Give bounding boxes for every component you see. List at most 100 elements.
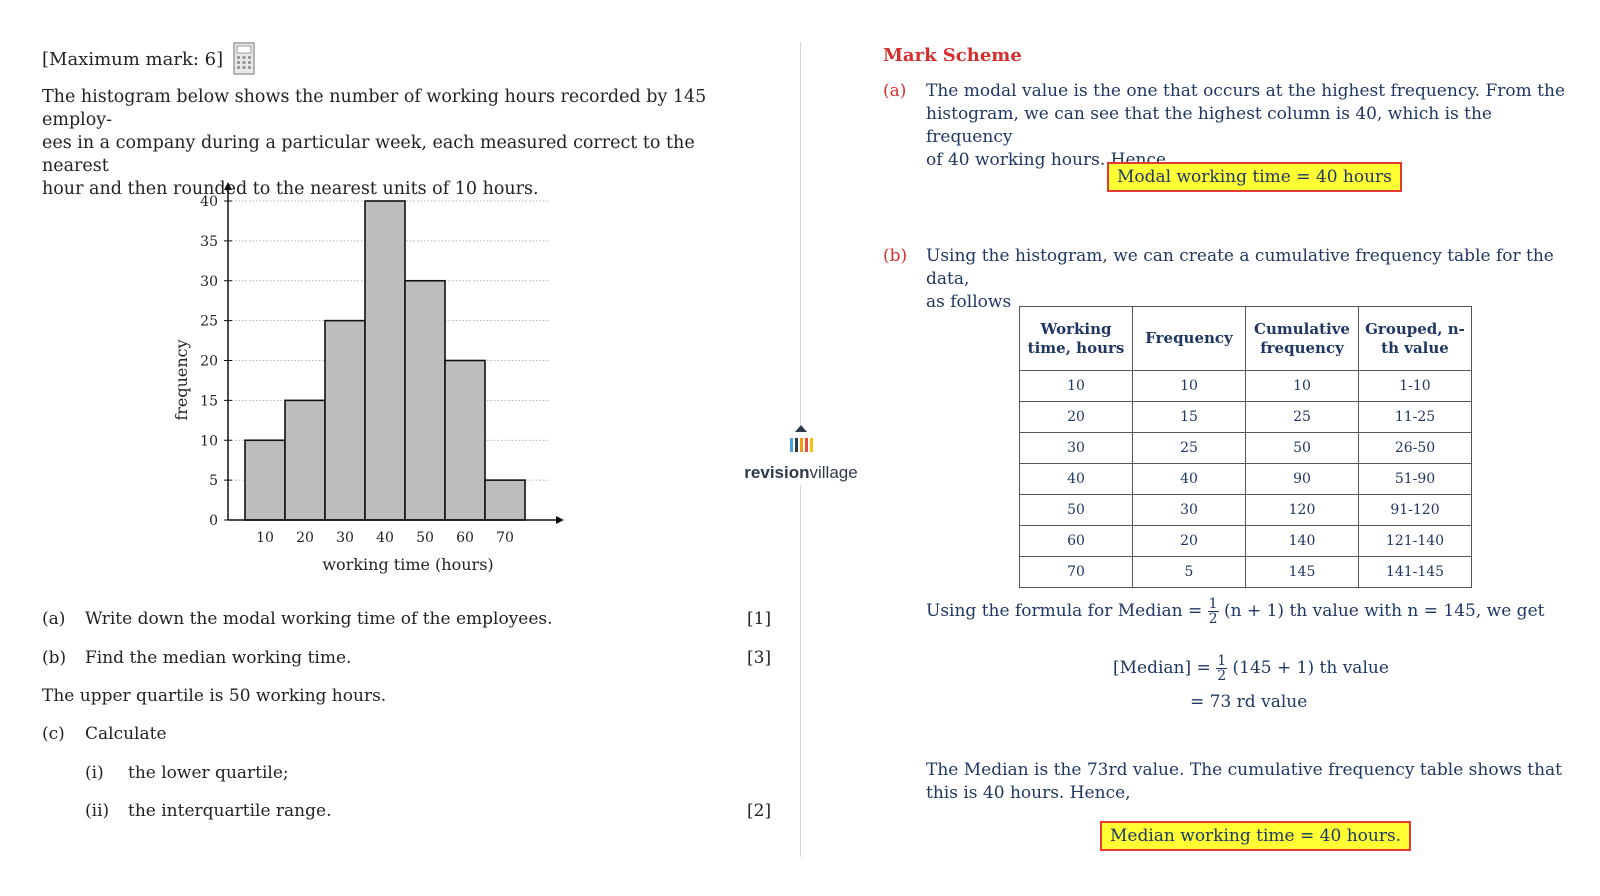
median-answer-box: Median working time = 40 hours. (1100, 821, 1412, 851)
table-cell: 20 (1019, 401, 1133, 433)
part-b-label: (b) (42, 648, 67, 668)
y-tick-label: 5 (209, 473, 218, 489)
y-tick-label: 0 (209, 513, 218, 529)
part-c-ii-label: (ii) (85, 801, 110, 821)
y-tick-label: 35 (200, 234, 218, 250)
table-cell: 40 (1132, 463, 1246, 495)
table-header: Cumulative frequency (1245, 306, 1359, 371)
table-cell: 90 (1245, 463, 1359, 495)
table-row: 50 30 120 91-120 (1019, 494, 1472, 526)
median-result: = 73 rd value (1190, 692, 1308, 712)
table-cell: 10 (1245, 370, 1359, 402)
part-c-text: Calculate (85, 724, 167, 744)
ms-part-a-label: (a) (883, 81, 907, 101)
part-c-label: (c) (42, 724, 65, 744)
table-header: Grouped, n-th value (1358, 306, 1472, 371)
table-cell: 60 (1019, 525, 1133, 557)
table-cell: 120 (1245, 494, 1359, 526)
table-cell: 50 (1019, 494, 1133, 526)
logo: revisionvillage (742, 425, 860, 485)
table-cell: 20 (1132, 525, 1246, 557)
table-cell: 121-140 (1358, 525, 1472, 557)
part-b-text: Find the median working time. (85, 648, 352, 668)
table-row: 10 10 10 1-10 (1019, 370, 1472, 402)
table-cell: 30 (1019, 432, 1133, 464)
y-tick-label: 40 (200, 194, 218, 210)
table-row: 70 5 145 141-145 (1019, 556, 1472, 588)
x-tick-label: 30 (336, 530, 354, 546)
y-tick-label: 30 (200, 274, 218, 290)
table-cell: 11-25 (1358, 401, 1472, 433)
x-tick-label: 70 (496, 530, 514, 546)
table-cell: 141-145 (1358, 556, 1472, 588)
upper-quartile-text: The upper quartile is 50 working hours. (42, 686, 387, 706)
cumulative-frequency-table: Working time, hours Frequency Cumulative… (1019, 306, 1472, 588)
median-conclusion: The Median is the 73rd value. The cumula… (926, 760, 1563, 803)
table-row: 20 15 25 11-25 (1019, 401, 1472, 433)
histogram-bar (444, 359, 486, 521)
y-axis-arrow (224, 182, 232, 190)
table-row: 40 40 90 51-90 (1019, 463, 1472, 495)
histogram-bar (364, 200, 406, 521)
histogram-bar (404, 279, 446, 521)
table-header: Working time, hours (1019, 306, 1133, 371)
mark-scheme-title: Mark Scheme (883, 45, 1022, 66)
part-c-i-label: (i) (85, 763, 104, 783)
table-cell: 145 (1245, 556, 1359, 588)
table-cell: 91-120 (1358, 494, 1472, 526)
part-c-marks: [2] (747, 801, 772, 821)
x-tick-label: 40 (376, 530, 394, 546)
calculator-icon (233, 42, 255, 75)
y-axis-label: frequency (172, 339, 191, 420)
y-tick-label: 20 (200, 354, 218, 370)
logo-text: revisionvillage (744, 463, 858, 482)
ms-part-b-label: (b) (883, 246, 908, 266)
x-tick-label: 50 (416, 530, 434, 546)
table-row: 30 25 50 26-50 (1019, 432, 1472, 464)
table-header-row: Working time, hours Frequency Cumulative… (1019, 306, 1472, 371)
histogram-bar (324, 319, 366, 521)
table-cell: 15 (1132, 401, 1246, 433)
modal-answer-box: Modal working time = 40 hours (1107, 162, 1402, 192)
question-intro: The histogram below shows the number of … (42, 87, 707, 199)
histogram-bar (484, 479, 526, 521)
table-cell: 70 (1019, 556, 1133, 588)
table-row: 60 20 140 121-140 (1019, 525, 1472, 557)
histogram-bar (244, 439, 286, 521)
y-tick-label: 25 (200, 314, 218, 330)
table-cell: 140 (1245, 525, 1359, 557)
part-b-marks: [3] (747, 648, 772, 668)
part-a-label: (a) (42, 609, 66, 629)
ms-part-a-text: The modal value is the one that occurs a… (926, 81, 1566, 170)
x-axis-label: working time (hours) (322, 555, 493, 574)
table-cell: 25 (1245, 401, 1359, 433)
x-tick-label: 10 (256, 530, 274, 546)
logo-icon (790, 425, 813, 452)
table-cell: 25 (1132, 432, 1246, 464)
table-cell: 10 (1132, 370, 1246, 402)
table-header: Frequency (1132, 306, 1246, 371)
x-tick-label: 60 (456, 530, 474, 546)
part-c-i-text: the lower quartile; (128, 763, 289, 783)
histogram-bar (284, 399, 326, 521)
y-tick-label: 15 (200, 393, 218, 409)
table-cell: 1-10 (1358, 370, 1472, 402)
max-mark: [Maximum mark: 6] (42, 49, 224, 70)
part-c-ii-text: the interquartile range. (128, 801, 332, 821)
x-tick-label: 20 (296, 530, 314, 546)
part-a-text: Write down the modal working time of the… (85, 609, 553, 629)
x-axis-arrow (556, 516, 564, 524)
part-a-marks: [1] (747, 609, 772, 629)
table-cell: 26-50 (1358, 432, 1472, 464)
table-cell: 5 (1132, 556, 1246, 588)
table-cell: 30 (1132, 494, 1246, 526)
table-cell: 50 (1245, 432, 1359, 464)
table-cell: 10 (1019, 370, 1133, 402)
y-tick-label: 10 (200, 433, 218, 449)
ms-part-b-text: Using the histogram, we can create a cum… (926, 246, 1554, 312)
